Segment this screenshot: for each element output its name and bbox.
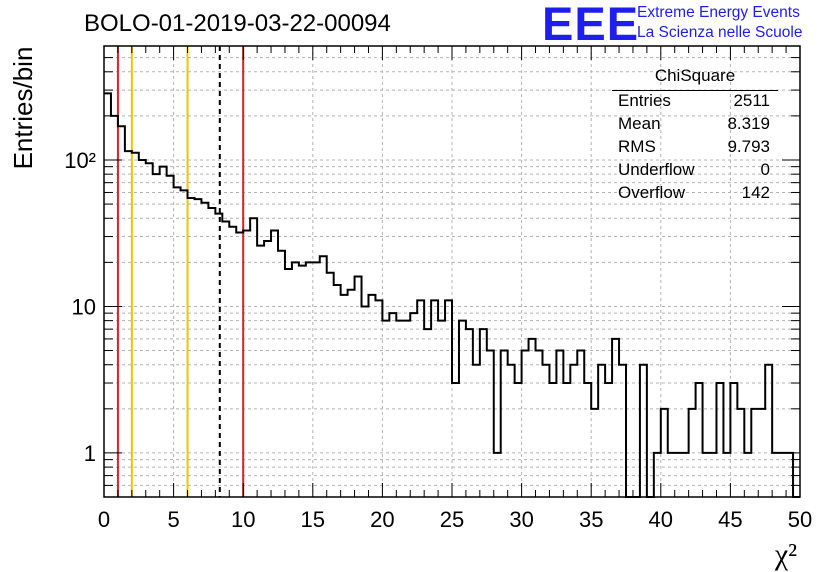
y-tick-label: 1 [84, 441, 96, 466]
stats-value: 142 [741, 183, 770, 202]
histogram-line [104, 92, 800, 498]
x-tick-label: 50 [788, 507, 812, 532]
stats-box: ChiSquare Entries 2511 Mean 8.319 RMS 9.… [612, 66, 778, 206]
y-tick-label: 10 [72, 294, 96, 319]
stats-label: Underflow [618, 160, 695, 179]
x-tick-label: 40 [649, 507, 673, 532]
x-tick-label: 10 [231, 507, 255, 532]
stats-row: Overflow 142 [612, 183, 778, 206]
tick-labels: 0 5 10 15 20 25 30 35 40 45 50 1 10 10² [64, 148, 812, 532]
stats-row: Entries 2511 [612, 91, 778, 114]
stats-value: 9.793 [727, 137, 770, 156]
stats-row: Mean 8.319 [612, 114, 778, 137]
x-tick-label: 5 [167, 507, 179, 532]
page-title: BOLO-01-2019-03-22-00094 [84, 10, 391, 37]
x-tick-label: 20 [370, 507, 394, 532]
stats-row: RMS 9.793 [612, 137, 778, 160]
stats-label: Entries [618, 91, 671, 110]
eee-logo: EEE [542, 0, 640, 50]
x-tick-label: 15 [301, 507, 325, 532]
x-tick-label: 25 [440, 507, 464, 532]
stats-title: ChiSquare [612, 66, 778, 91]
logo-subtitle-1: Extreme Energy Events [637, 4, 800, 21]
x-tick-label: 30 [509, 507, 533, 532]
stats-value: 2511 [733, 91, 770, 110]
stats-label: RMS [618, 137, 656, 156]
stats-label: Overflow [618, 183, 686, 202]
x-tick-label: 45 [718, 507, 742, 532]
axis-ticks [103, 45, 801, 498]
y-tick-label: 10² [64, 148, 96, 173]
logo-subtitle-2: La Scienza nelle Scuole [637, 24, 803, 41]
stats-value: 0 [760, 160, 770, 179]
y-axis-label: Entries/bin [8, 47, 38, 170]
stats-label: Mean [618, 114, 661, 133]
stats-row: Underflow 0 [612, 160, 778, 183]
x-tick-label: 35 [579, 507, 603, 532]
x-tick-label: 0 [98, 507, 110, 532]
reference-lines [116, 46, 245, 497]
x-axis-label: χ² [774, 538, 797, 571]
stats-value: 8.319 [727, 114, 770, 133]
